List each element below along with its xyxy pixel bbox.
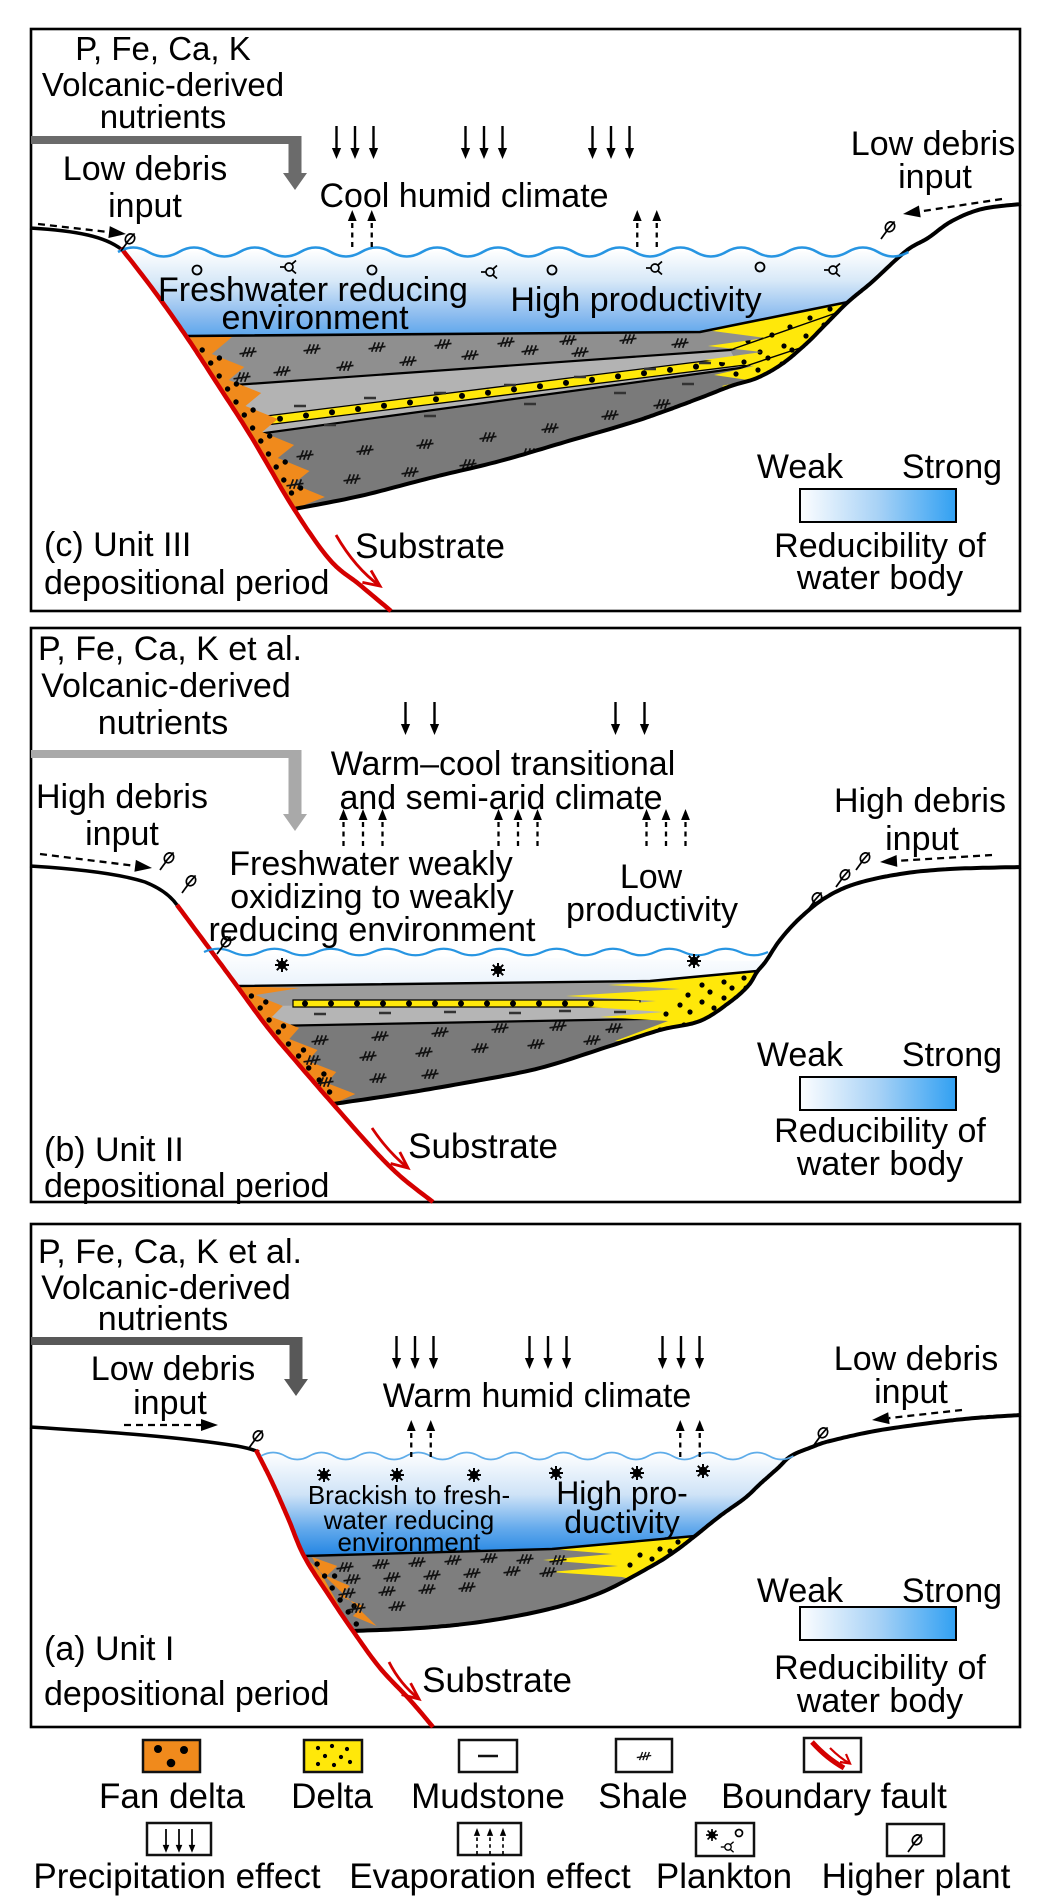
svg-text:Low debris: Low debris [834,1340,998,1378]
svg-text:Freshwater reducing: Freshwater reducing [158,271,468,309]
svg-text:water reducing: water reducing [323,1505,495,1535]
svg-text:Fan delta: Fan delta [99,1777,245,1816]
svg-text:Reducibility of: Reducibility of [774,1649,986,1687]
svg-text:Volcanic-derived: Volcanic-derived [42,66,284,103]
svg-text:Low: Low [620,858,683,896]
svg-text:Weak: Weak [757,1036,844,1074]
svg-text:environment: environment [337,1527,481,1557]
svg-text:Low debris: Low debris [63,150,227,188]
svg-text:Weak: Weak [757,448,844,486]
svg-text:Volcanic-derived: Volcanic-derived [41,667,290,705]
svg-text:Volcanic-derived: Volcanic-derived [41,1269,290,1307]
svg-text:nutrients: nutrients [98,1300,228,1338]
svg-text:nutrients: nutrients [100,98,227,135]
svg-text:(a) Unit I: (a) Unit I [44,1630,174,1668]
svg-text:(b) Unit II: (b) Unit II [44,1131,184,1169]
svg-text:input: input [108,187,182,225]
svg-text:High debris: High debris [834,782,1006,820]
svg-text:(c) Unit III: (c) Unit III [44,526,191,564]
svg-text:water body: water body [796,1145,963,1183]
svg-text:depositional period: depositional period [44,564,329,602]
svg-text:Strong: Strong [902,1036,1002,1074]
svg-text:Substrate: Substrate [355,527,505,566]
svg-text:input: input [85,815,159,853]
svg-text:Cool humid climate: Cool humid climate [319,177,608,215]
svg-text:Brackish to fresh-: Brackish to fresh- [308,1480,510,1510]
svg-text:input: input [874,1373,948,1411]
svg-text:Higher plant: Higher plant [822,1857,1011,1896]
svg-text:reducing environment: reducing environment [209,911,537,949]
svg-text:Reducibility of: Reducibility of [774,527,986,565]
svg-text:environment: environment [221,299,409,337]
svg-text:and semi-arid climate: and semi-arid climate [339,779,662,817]
svg-text:Substrate: Substrate [422,1661,572,1700]
svg-text:depositional period: depositional period [44,1167,329,1205]
svg-text:P, Fe, Ca, K: P, Fe, Ca, K [75,30,250,67]
svg-text:High debris: High debris [36,778,208,816]
svg-text:Shale: Shale [598,1777,688,1816]
svg-text:High pro-: High pro- [556,1475,688,1511]
svg-text:ductivity: ductivity [564,1504,680,1540]
svg-text:Warm humid climate: Warm humid climate [383,1377,692,1415]
svg-text:oxidizing to weakly: oxidizing to weakly [230,878,513,916]
svg-text:Reducibility of: Reducibility of [774,1112,986,1150]
svg-text:Freshwater weakly: Freshwater weakly [229,845,512,883]
svg-text:Strong: Strong [902,448,1002,486]
svg-text:Strong: Strong [902,1572,1002,1610]
svg-text:Low debris: Low debris [851,125,1015,163]
svg-text:Mudstone: Mudstone [411,1777,565,1816]
svg-text:Precipitation effect: Precipitation effect [33,1857,321,1896]
svg-text:Evaporation effect: Evaporation effect [349,1857,631,1896]
svg-text:input: input [898,158,972,196]
svg-text:water body: water body [796,1682,963,1720]
svg-text:input: input [133,1384,207,1422]
svg-text:Weak: Weak [757,1572,844,1610]
svg-text:input: input [885,820,959,858]
svg-text:depositional period: depositional period [44,1675,329,1713]
svg-text:Delta: Delta [291,1777,373,1816]
svg-text:nutrients: nutrients [98,704,228,742]
svg-text:Plankton: Plankton [656,1857,792,1896]
svg-text:Low debris: Low debris [91,1350,255,1388]
svg-text:Boundary fault: Boundary fault [721,1777,947,1816]
svg-text:High productivity: High productivity [510,281,761,319]
svg-text:P, Fe, Ca, K et al.: P, Fe, Ca, K et al. [38,630,302,668]
svg-text:P, Fe, Ca, K et al.: P, Fe, Ca, K et al. [38,1233,302,1271]
svg-text:water body: water body [796,559,963,597]
svg-text:Substrate: Substrate [408,1127,558,1166]
svg-text:Warm–cool transitional: Warm–cool transitional [331,745,676,783]
svg-text:productivity: productivity [566,891,738,929]
